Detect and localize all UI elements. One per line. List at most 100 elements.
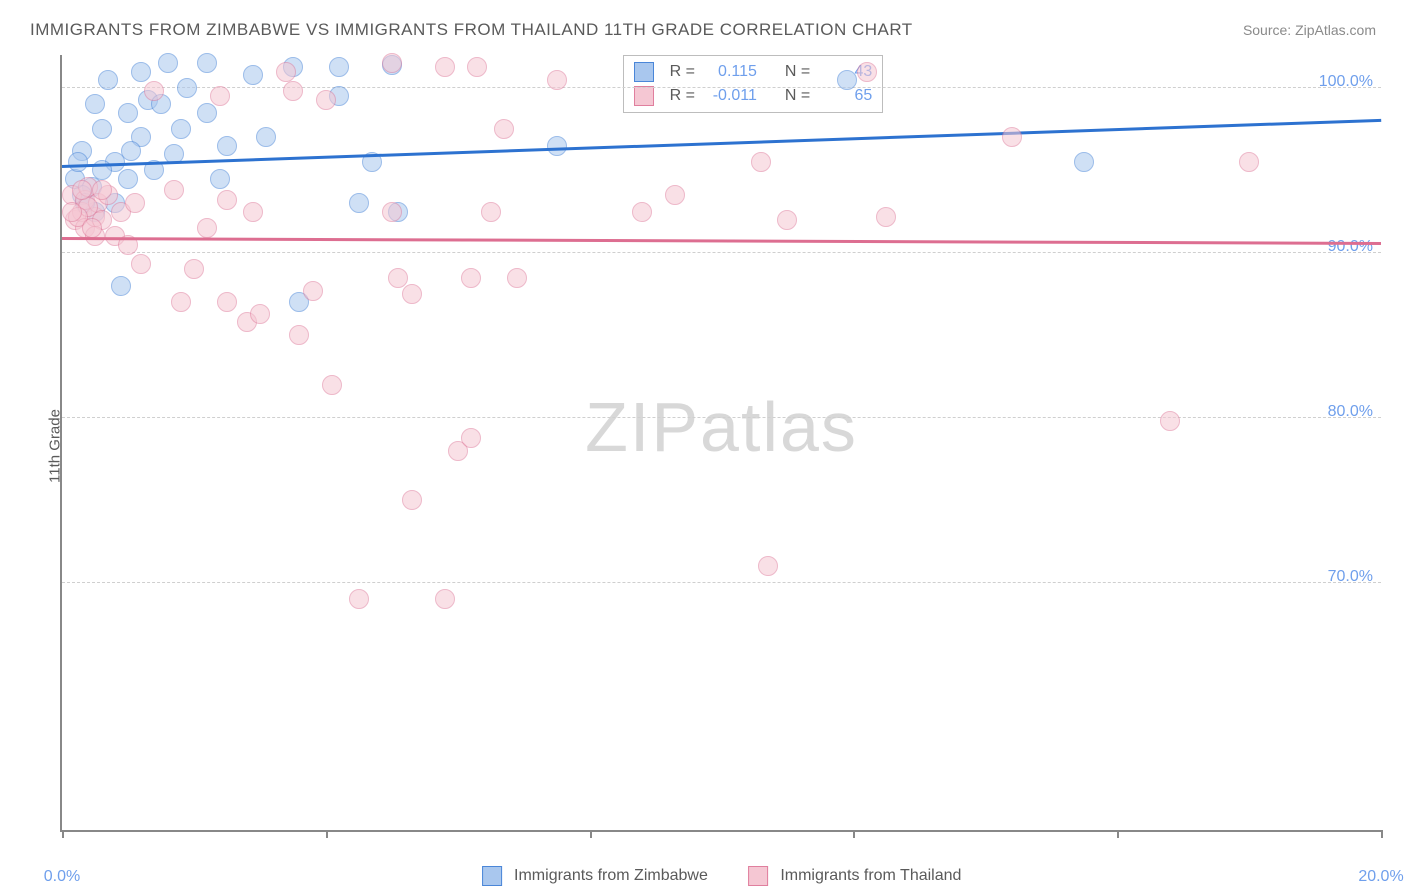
legend-bottom: Immigrants from Zimbabwe Immigrants from… xyxy=(482,866,962,886)
data-point xyxy=(276,62,296,82)
data-point xyxy=(184,259,204,279)
gridline xyxy=(62,252,1381,253)
swatch-thailand xyxy=(634,86,654,106)
data-point xyxy=(98,70,118,90)
data-point xyxy=(289,325,309,345)
data-point xyxy=(158,53,178,73)
watermark-text: ZIPatlas xyxy=(585,387,858,467)
data-point xyxy=(121,141,141,161)
stats-r-value-zimbabwe: 0.115 xyxy=(703,60,757,84)
legend-label-zimbabwe: Immigrants from Zimbabwe xyxy=(514,867,708,884)
data-point xyxy=(481,202,501,222)
x-tick-label: 20.0% xyxy=(1358,868,1403,886)
chart-plot-area: ZIPatlas R = 0.115 N = 43 R = -0.011 N =… xyxy=(60,55,1381,832)
data-point xyxy=(197,103,217,123)
legend-item-zimbabwe: Immigrants from Zimbabwe xyxy=(482,866,708,886)
data-point xyxy=(751,152,771,172)
chart-title: IMMIGRANTS FROM ZIMBABWE VS IMMIGRANTS F… xyxy=(30,20,913,40)
stats-r-label: R = xyxy=(670,60,695,84)
data-point xyxy=(85,94,105,114)
data-point xyxy=(435,57,455,77)
data-point xyxy=(547,136,567,156)
watermark-atlas: atlas xyxy=(700,388,858,466)
stats-n-label: N = xyxy=(785,60,810,84)
data-point xyxy=(118,103,138,123)
swatch-zimbabwe xyxy=(634,62,654,82)
trend-line xyxy=(62,237,1381,244)
gridline xyxy=(62,417,1381,418)
data-point xyxy=(665,185,685,205)
data-point xyxy=(92,119,112,139)
data-point xyxy=(382,202,402,222)
data-point xyxy=(131,254,151,274)
data-point xyxy=(144,81,164,101)
data-point xyxy=(197,53,217,73)
data-point xyxy=(329,57,349,77)
data-point xyxy=(507,268,527,288)
source-label: Source: ZipAtlas.com xyxy=(1243,22,1376,38)
watermark-zip: ZIP xyxy=(585,388,700,466)
data-point xyxy=(125,193,145,213)
data-point xyxy=(171,119,191,139)
x-tick xyxy=(1117,830,1119,838)
data-point xyxy=(92,180,112,200)
data-point xyxy=(322,375,342,395)
x-tick-label: 0.0% xyxy=(44,868,80,886)
x-tick xyxy=(853,830,855,838)
data-point xyxy=(210,86,230,106)
data-point xyxy=(876,207,896,227)
legend-label-thailand: Immigrants from Thailand xyxy=(780,867,961,884)
data-point xyxy=(1002,127,1022,147)
data-point xyxy=(243,202,263,222)
legend-swatch-thailand xyxy=(748,866,768,886)
y-tick-label: 100.0% xyxy=(1319,73,1373,91)
data-point xyxy=(494,119,514,139)
data-point xyxy=(402,284,422,304)
data-point xyxy=(467,57,487,77)
data-point xyxy=(349,193,369,213)
data-point xyxy=(217,190,237,210)
data-point xyxy=(837,70,857,90)
data-point xyxy=(857,62,877,82)
gridline xyxy=(62,87,1381,88)
data-point xyxy=(1160,411,1180,431)
x-tick xyxy=(1381,830,1383,838)
data-point xyxy=(72,180,92,200)
data-point xyxy=(62,202,82,222)
data-point xyxy=(131,62,151,82)
data-point xyxy=(171,292,191,312)
y-tick-label: 80.0% xyxy=(1328,403,1373,421)
data-point xyxy=(243,65,263,85)
data-point xyxy=(177,78,197,98)
x-tick xyxy=(62,830,64,838)
data-point xyxy=(283,81,303,101)
x-tick xyxy=(326,830,328,838)
legend-swatch-zimbabwe xyxy=(482,866,502,886)
data-point xyxy=(435,589,455,609)
data-point xyxy=(758,556,778,576)
data-point xyxy=(111,276,131,296)
data-point xyxy=(118,169,138,189)
data-point xyxy=(256,127,276,147)
data-point xyxy=(210,169,230,189)
gridline xyxy=(62,582,1381,583)
data-point xyxy=(217,136,237,156)
data-point xyxy=(303,281,323,301)
data-point xyxy=(1074,152,1094,172)
y-tick-label: 70.0% xyxy=(1328,568,1373,586)
data-point xyxy=(349,589,369,609)
data-point xyxy=(197,218,217,238)
data-point xyxy=(382,53,402,73)
data-point xyxy=(1239,152,1259,172)
data-point xyxy=(632,202,652,222)
data-point xyxy=(461,268,481,288)
y-tick-label: 90.0% xyxy=(1328,238,1373,256)
data-point xyxy=(777,210,797,230)
data-point xyxy=(461,428,481,448)
data-point xyxy=(316,90,336,110)
legend-item-thailand: Immigrants from Thailand xyxy=(748,866,962,886)
data-point xyxy=(68,152,88,172)
data-point xyxy=(547,70,567,90)
data-point xyxy=(164,180,184,200)
data-point xyxy=(250,304,270,324)
